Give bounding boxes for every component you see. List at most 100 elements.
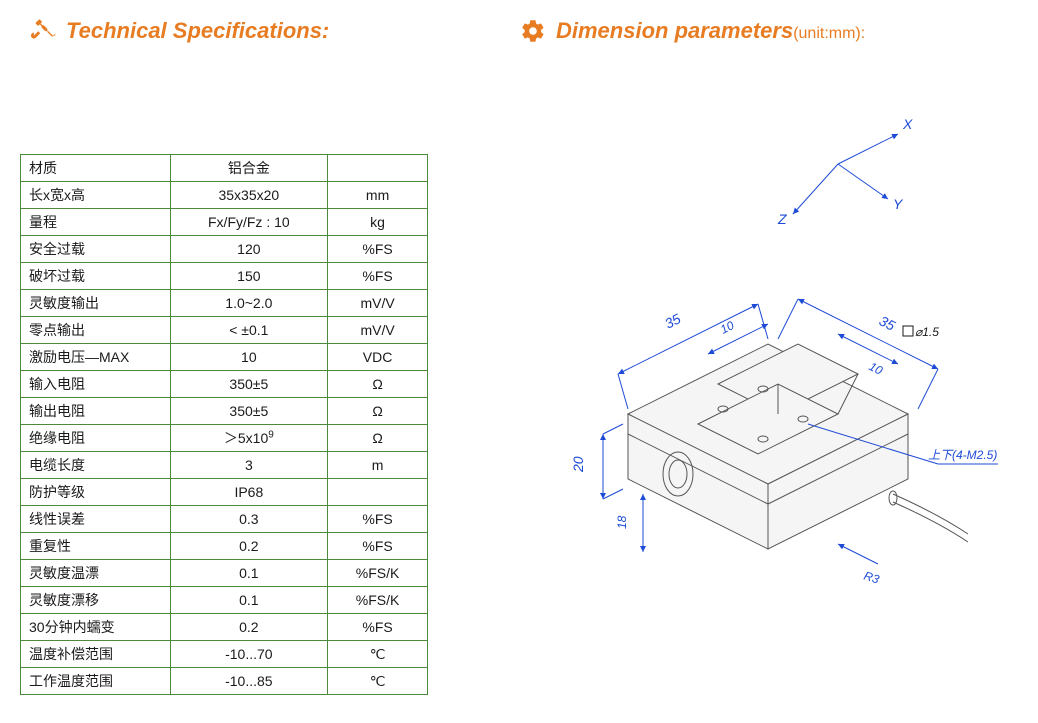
table-row: 破坏过载150%FS — [21, 263, 428, 290]
spec-unit: m — [328, 452, 428, 479]
dim-20: 20 — [570, 424, 623, 499]
spec-value: 1.0~2.0 — [170, 290, 328, 317]
spec-value: ＞5x109 — [170, 425, 328, 452]
spec-param: 线性误差 — [21, 506, 171, 533]
dim-r3-label: R3 — [862, 569, 881, 587]
dim-18: 18 — [615, 494, 643, 552]
table-row: 零点输出< ±0.1mV/V — [21, 317, 428, 344]
tools-icon — [30, 18, 56, 44]
spec-unit: %FS/K — [328, 587, 428, 614]
table-row: 重复性0.2%FS — [21, 533, 428, 560]
spec-value: -10...85 — [170, 668, 328, 695]
spec-unit: ℃ — [328, 668, 428, 695]
spec-param: 30分钟内蠕变 — [21, 614, 171, 641]
spec-param: 输入电阻 — [21, 371, 171, 398]
dim-10-b-label: 10 — [867, 359, 886, 378]
table-row: 防护等级IP68 — [21, 479, 428, 506]
spec-unit: %FS — [328, 614, 428, 641]
spec-unit: %FS — [328, 263, 428, 290]
spec-unit: mV/V — [328, 317, 428, 344]
spec-value: -10...70 — [170, 641, 328, 668]
spec-param: 温度补偿范围 — [21, 641, 171, 668]
spec-param: 安全过载 — [21, 236, 171, 263]
section-heading-tech-spec: Technical Specifications: — [30, 18, 520, 44]
spec-param: 绝缘电阻 — [21, 425, 171, 452]
spec-param: 防护等级 — [21, 479, 171, 506]
spec-unit: ℃ — [328, 641, 428, 668]
spec-unit: %FS — [328, 506, 428, 533]
spec-unit — [328, 479, 428, 506]
table-row: 输入电阻350±5Ω — [21, 371, 428, 398]
table-row: 激励电压—MAX10VDC — [21, 344, 428, 371]
table-row: 长x宽x高35x35x20mm — [21, 182, 428, 209]
table-row: 灵敏度温漂0.1%FS/K — [21, 560, 428, 587]
table-row: 30分钟内蠕变0.2%FS — [21, 614, 428, 641]
dim-hole: ⌀1.5 — [903, 325, 939, 339]
spec-param: 量程 — [21, 209, 171, 236]
spec-param: 零点输出 — [21, 317, 171, 344]
heading-dim-params-unit: (unit:mm): — [793, 25, 865, 42]
spec-value: 0.1 — [170, 587, 328, 614]
spec-unit — [328, 155, 428, 182]
spec-value: 350±5 — [170, 371, 328, 398]
axis-z-label: Z — [777, 211, 787, 227]
spec-param: 灵敏度漂移 — [21, 587, 171, 614]
table-row: 线性误差0.3%FS — [21, 506, 428, 533]
dim-r3: R3 — [838, 544, 881, 587]
spec-value: 0.1 — [170, 560, 328, 587]
spec-unit: %FS — [328, 236, 428, 263]
spec-value: < ±0.1 — [170, 317, 328, 344]
table-row: 安全过载120%FS — [21, 236, 428, 263]
dim-20-label: 20 — [570, 456, 586, 473]
sensor-body — [628, 344, 968, 549]
spec-param: 材质 — [21, 155, 171, 182]
spec-value: 0.3 — [170, 506, 328, 533]
table-row: 工作温度范围-10...85℃ — [21, 668, 428, 695]
gear-icon — [520, 18, 546, 44]
section-heading-dim-params: Dimension parameters(unit:mm): — [520, 18, 865, 44]
spec-param: 电缆长度 — [21, 452, 171, 479]
heading-dim-params-text: Dimension parameters(unit:mm): — [556, 18, 865, 44]
spec-value: Fx/Fy/Fz : 10 — [170, 209, 328, 236]
spec-unit: VDC — [328, 344, 428, 371]
spec-unit: %FS — [328, 533, 428, 560]
table-row: 绝缘电阻＞5x109Ω — [21, 425, 428, 452]
spec-value: 150 — [170, 263, 328, 290]
axis-x-label: X — [902, 116, 913, 132]
spec-param: 破坏过载 — [21, 263, 171, 290]
spec-value: 350±5 — [170, 398, 328, 425]
spec-value: 铝合金 — [170, 155, 328, 182]
dim-35-a-label: 35 — [662, 310, 683, 331]
spec-unit: mV/V — [328, 290, 428, 317]
spec-value: 35x35x20 — [170, 182, 328, 209]
dim-10-a-label: 10 — [718, 318, 737, 337]
spec-param: 工作温度范围 — [21, 668, 171, 695]
spec-unit: %FS/K — [328, 560, 428, 587]
spec-param: 输出电阻 — [21, 398, 171, 425]
table-row: 电缆长度3m — [21, 452, 428, 479]
spec-value: 3 — [170, 452, 328, 479]
spec-table: 材质铝合金长x宽x高35x35x20mm量程Fx/Fy/Fz : 10kg安全过… — [20, 154, 428, 695]
dim-thread-label: 上下(4-M2.5) — [928, 448, 997, 462]
spec-value: 0.2 — [170, 614, 328, 641]
spec-param: 重复性 — [21, 533, 171, 560]
spec-param: 激励电压—MAX — [21, 344, 171, 371]
table-row: 材质铝合金 — [21, 155, 428, 182]
table-row: 灵敏度漂移0.1%FS/K — [21, 587, 428, 614]
spec-value: 0.2 — [170, 533, 328, 560]
dim-35-b-label: 35 — [877, 312, 898, 333]
axis-y-label: Y — [893, 196, 904, 212]
spec-value: IP68 — [170, 479, 328, 506]
table-row: 量程Fx/Fy/Fz : 10kg — [21, 209, 428, 236]
spec-param: 长x宽x高 — [21, 182, 171, 209]
spec-unit: Ω — [328, 425, 428, 452]
axes-indicator: X Y Z — [777, 116, 913, 227]
table-row: 温度补偿范围-10...70℃ — [21, 641, 428, 668]
table-row: 输出电阻350±5Ω — [21, 398, 428, 425]
spec-param: 灵敏度温漂 — [21, 560, 171, 587]
heading-tech-spec-text: Technical Specifications: — [66, 18, 329, 44]
spec-value: 120 — [170, 236, 328, 263]
spec-unit: Ω — [328, 371, 428, 398]
spec-unit: kg — [328, 209, 428, 236]
spec-value: 10 — [170, 344, 328, 371]
